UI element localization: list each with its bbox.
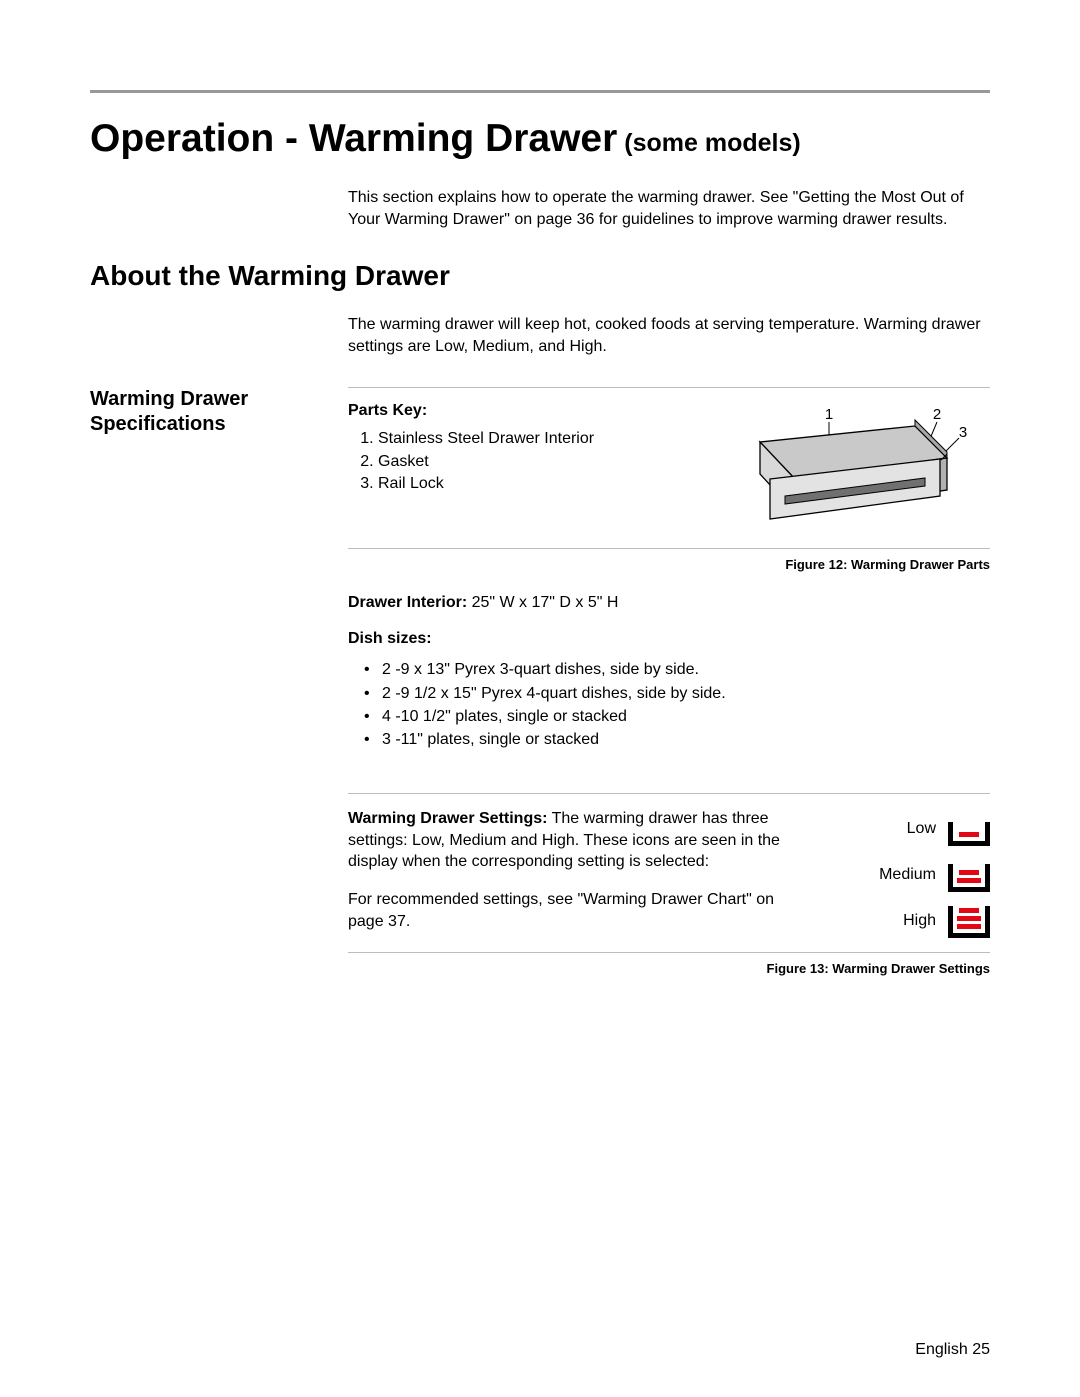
parts-item: Rail Lock bbox=[378, 473, 684, 495]
icon-row-high: High bbox=[820, 904, 990, 938]
dish-item: 4 -10 1/2" plates, single or stacked bbox=[366, 705, 990, 728]
high-icon bbox=[948, 904, 990, 938]
parts-key-row: Parts Key: Stainless Steel Drawer Interi… bbox=[348, 387, 990, 549]
dish-item: 3 -11" plates, single or stacked bbox=[366, 728, 990, 751]
about-paragraph: The warming drawer will keep hot, cooked… bbox=[348, 314, 990, 357]
figure-12-caption: Figure 12: Warming Drawer Parts bbox=[348, 557, 990, 572]
interior-value: 25" W x 17" D x 5" H bbox=[467, 594, 618, 611]
dish-item: 2 -9 x 13" Pyrex 3-quart dishes, side by… bbox=[366, 658, 990, 681]
parts-key-label: Parts Key: bbox=[348, 402, 684, 420]
parts-item: Stainless Steel Drawer Interior bbox=[378, 428, 684, 450]
page-title: Operation - Warming Drawer (some models) bbox=[90, 117, 990, 161]
medium-label: Medium bbox=[879, 866, 936, 884]
low-icon bbox=[948, 812, 990, 846]
specifications-content: Parts Key: Stainless Steel Drawer Interi… bbox=[348, 387, 990, 998]
medium-icon bbox=[948, 858, 990, 892]
settings-label: Warming Drawer Settings: bbox=[348, 810, 547, 827]
drawer-interior-line: Drawer Interior: 25" W x 17" D x 5" H bbox=[348, 594, 990, 612]
label-2: 2 bbox=[933, 406, 941, 423]
title-sub: (some models) bbox=[617, 129, 800, 157]
icon-row-low: Low bbox=[820, 812, 990, 846]
drawer-diagram: 1 2 3 bbox=[700, 402, 990, 534]
specifications-block: Warming Drawer Specifications Parts Key:… bbox=[90, 387, 990, 998]
specifications-heading: Warming Drawer Specifications bbox=[90, 387, 348, 437]
page-footer: English 25 bbox=[915, 1341, 990, 1359]
drawer-svg: 1 2 3 bbox=[715, 404, 975, 534]
figure-13-caption: Figure 13: Warming Drawer Settings bbox=[348, 961, 990, 976]
icon-row-medium: Medium bbox=[820, 858, 990, 892]
parts-list: Stainless Steel Drawer Interior Gasket R… bbox=[348, 428, 684, 495]
high-label: High bbox=[903, 912, 936, 930]
dish-sizes-list: 2 -9 x 13" Pyrex 3-quart dishes, side by… bbox=[348, 658, 990, 751]
interior-label: Drawer Interior: bbox=[348, 594, 467, 611]
settings-p2: For recommended settings, see "Warming D… bbox=[348, 889, 800, 932]
parts-item: Gasket bbox=[378, 451, 684, 473]
settings-icons: Low Medium bbox=[820, 808, 990, 938]
title-main: Operation - Warming Drawer bbox=[90, 117, 617, 160]
dish-sizes-label: Dish sizes: bbox=[348, 630, 990, 648]
label-3: 3 bbox=[959, 424, 967, 441]
parts-key-text: Parts Key: Stainless Steel Drawer Interi… bbox=[348, 402, 700, 495]
section-about-heading: About the Warming Drawer bbox=[90, 260, 990, 292]
intro-paragraph: This section explains how to operate the… bbox=[348, 187, 990, 230]
settings-row: Warming Drawer Settings: The warming dra… bbox=[348, 793, 990, 953]
top-rule bbox=[90, 90, 990, 93]
dish-item: 2 -9 1/2 x 15" Pyrex 4-quart dishes, sid… bbox=[366, 682, 990, 705]
label-1: 1 bbox=[825, 406, 833, 423]
settings-text: Warming Drawer Settings: The warming dra… bbox=[348, 808, 820, 938]
low-label: Low bbox=[907, 820, 936, 838]
